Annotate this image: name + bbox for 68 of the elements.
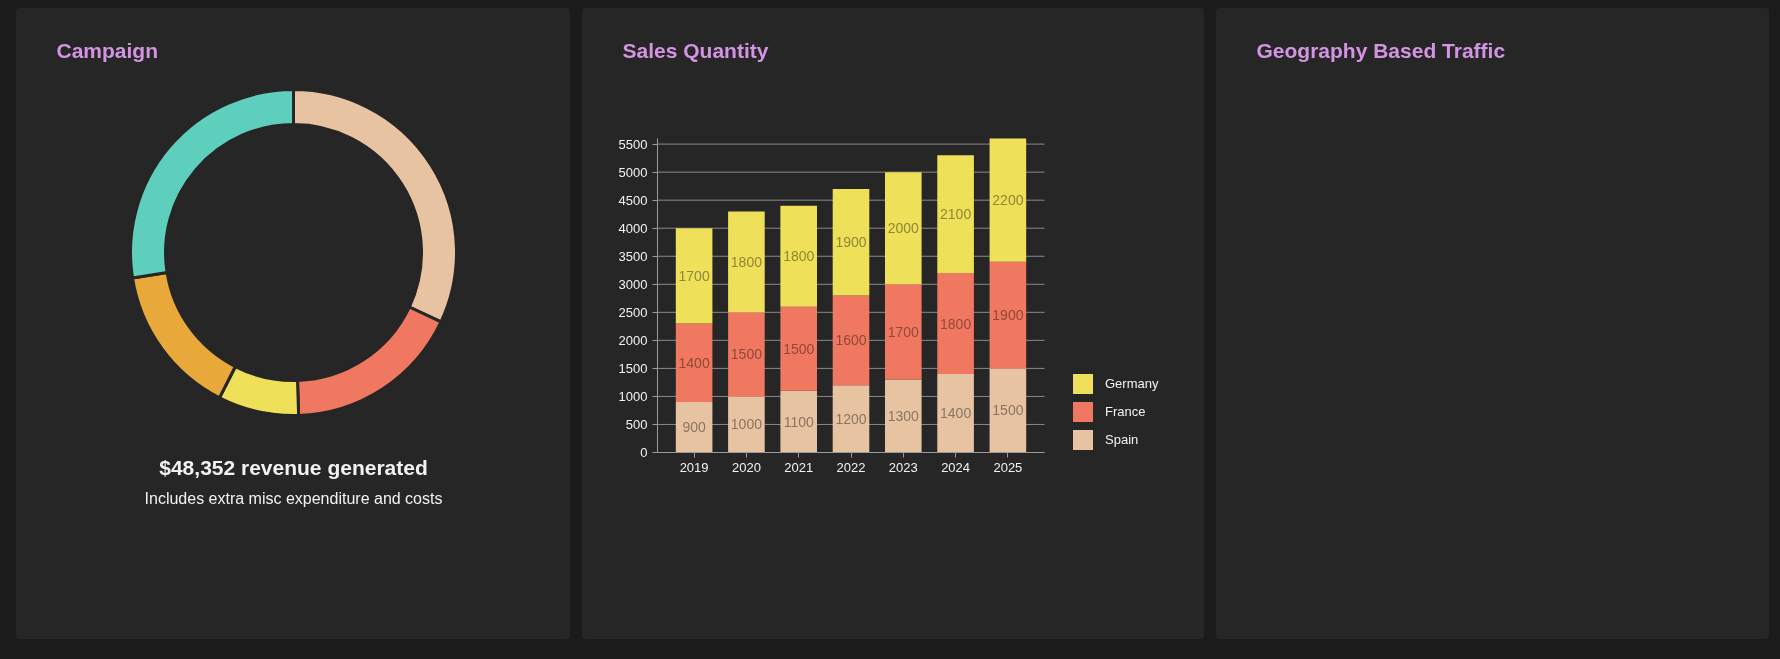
bar — [937, 374, 974, 453]
text: Geography Based Traffic — [1256, 39, 1506, 62]
y-tick-label: 1500 — [618, 360, 648, 376]
y-tick-label: 3000 — [618, 276, 648, 292]
bar — [832, 385, 870, 453]
y-tick-label: 5500 — [618, 136, 648, 152]
bar — [728, 211, 765, 313]
data-label: 1800 — [940, 315, 972, 332]
text: $48,352 revenue generated — [159, 456, 428, 479]
data-label: 1400 — [678, 354, 710, 371]
y-tick-label: 5000 — [618, 164, 648, 180]
bar — [989, 368, 1027, 453]
legend-label: Spain — [1105, 432, 1139, 447]
text: Includes extra misc expenditure and costs — [144, 490, 443, 507]
x-tick-label: 2019 — [679, 459, 709, 475]
bar — [675, 323, 713, 403]
x-tick-label: 2022 — [836, 459, 866, 475]
bar — [728, 312, 765, 397]
data-label: 2200 — [992, 192, 1024, 209]
data-label: 1700 — [678, 267, 710, 284]
y-tick-label: 4500 — [618, 192, 648, 208]
bar — [937, 273, 974, 374]
y-tick-label: 1000 — [618, 388, 648, 404]
legend-label: Germany — [1105, 376, 1159, 391]
data-label: 2000 — [887, 220, 920, 237]
data-label: 1500 — [992, 402, 1024, 419]
y-tick-label: 2500 — [618, 304, 648, 320]
data-label: 1900 — [992, 307, 1024, 324]
y-tick-label: 2000 — [618, 332, 648, 348]
bar — [884, 379, 922, 453]
y-tick-label: 0 — [640, 445, 648, 460]
data-label: 1800 — [730, 253, 763, 270]
data-label: 1000 — [730, 416, 763, 433]
data-label: 1300 — [887, 408, 920, 425]
data-label: 2100 — [940, 206, 972, 223]
data-label: 900 — [682, 419, 706, 436]
bar — [884, 284, 922, 380]
bar — [989, 261, 1027, 369]
y-tick-label: 500 — [625, 416, 648, 432]
data-label: 1100 — [783, 413, 814, 430]
bar — [989, 138, 1027, 262]
y-tick-label: 3500 — [618, 248, 648, 264]
x-tick-label: 2025 — [993, 459, 1023, 475]
data-label: 1400 — [940, 405, 972, 422]
chart-title: Campaign — [56, 39, 159, 62]
bar — [780, 390, 818, 453]
x-tick-label: 2020 — [731, 459, 761, 475]
bar — [780, 205, 818, 307]
x-tick-label: 2021 — [784, 459, 814, 475]
bar — [937, 155, 974, 274]
bar — [780, 306, 818, 391]
bar — [832, 295, 870, 386]
data-label: 1900 — [835, 234, 867, 251]
data-label: 1200 — [835, 410, 867, 427]
bar — [884, 172, 922, 285]
data-label: 1800 — [783, 248, 815, 265]
legend-label: France — [1105, 404, 1146, 419]
data-label: 1700 — [887, 323, 920, 340]
y-tick-label: 4000 — [618, 220, 648, 236]
chart-title: Sales Quantity — [622, 39, 769, 62]
x-tick-label: 2023 — [888, 459, 918, 475]
x-tick-label: 2024 — [941, 459, 971, 475]
data-label: 1500 — [730, 346, 763, 363]
bar — [832, 188, 870, 296]
bar — [728, 396, 765, 453]
data-label: 1500 — [783, 340, 815, 357]
bar — [675, 228, 713, 324]
data-label: 1600 — [835, 332, 867, 349]
